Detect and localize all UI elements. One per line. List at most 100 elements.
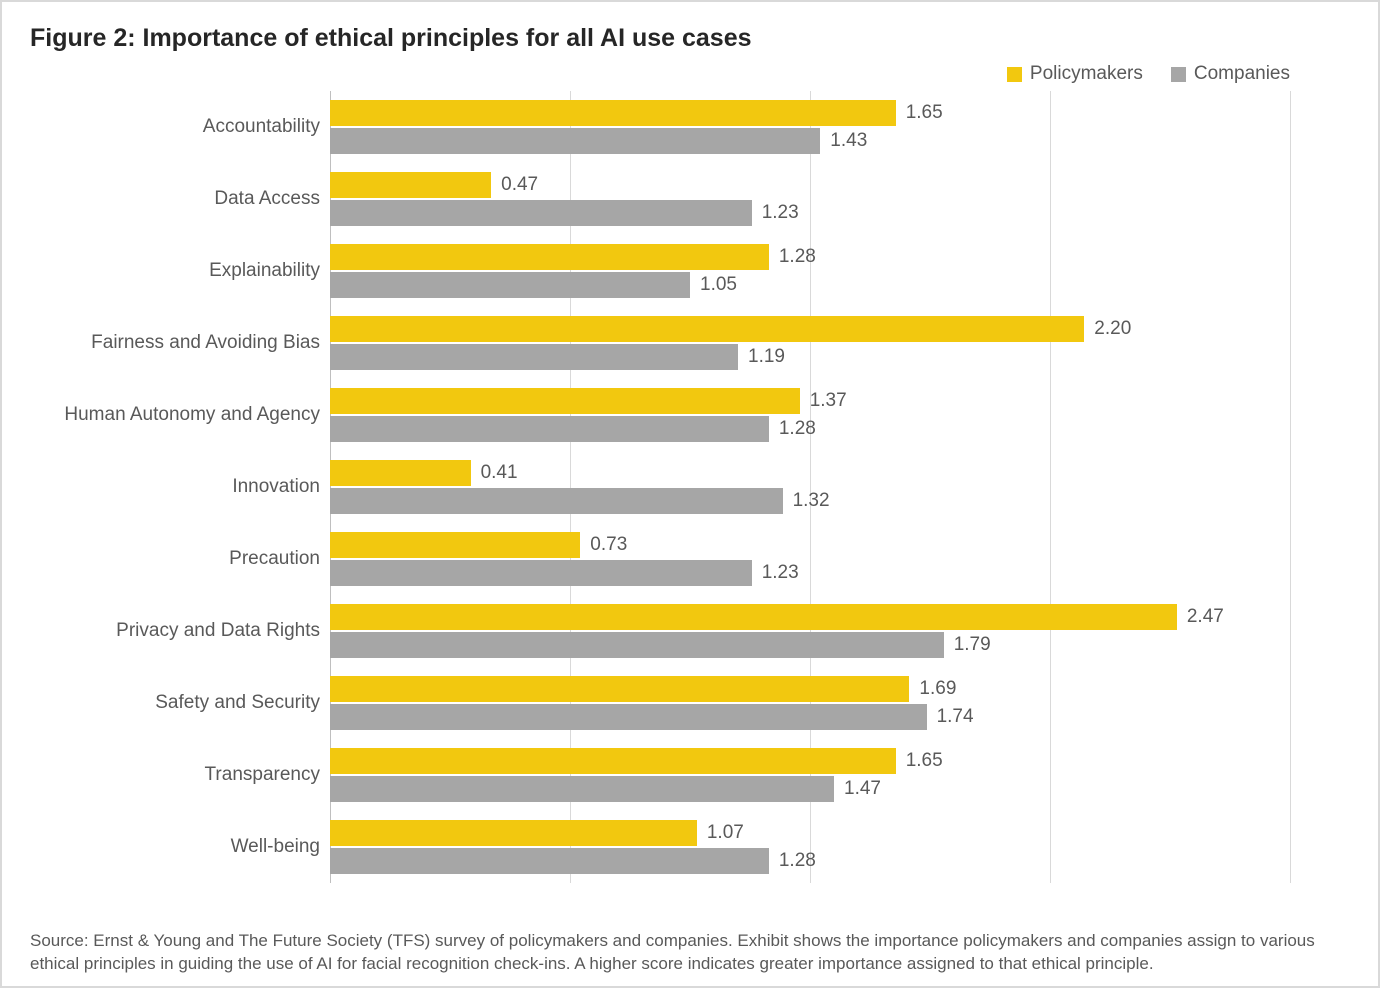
category-row: 0.47 1.23 [330,163,1350,235]
bar-wrap: 1.37 [330,388,1350,414]
bar-wrap: 0.47 [330,172,1350,198]
bar-wrap: 1.28 [330,848,1350,874]
bar-value-label: 2.47 [1177,606,1224,628]
bar-value-label: 1.23 [752,562,799,584]
bar-policymakers [330,172,491,198]
bar-companies [330,704,927,730]
chart-area: AccountabilityData AccessExplainabilityF… [30,91,1350,883]
bar-value-label: 2.20 [1084,318,1131,340]
bar-wrap: 1.23 [330,200,1350,226]
bar-wrap: 1.65 [330,100,1350,126]
y-axis-label: Transparency [30,739,320,811]
bar-wrap: 1.28 [330,416,1350,442]
figure-frame: Figure 2: Importance of ethical principl… [0,0,1380,988]
category-row: 0.41 1.32 [330,451,1350,523]
bar-companies [330,272,690,298]
bar-wrap: 0.73 [330,532,1350,558]
bar-wrap: 1.05 [330,272,1350,298]
category-row: 1.28 1.05 [330,235,1350,307]
bar-value-label: 1.28 [769,850,816,872]
bar-value-label: 1.65 [896,102,943,124]
category-row: 1.07 1.28 [330,811,1350,883]
bar-policymakers [330,676,909,702]
y-axis-labels: AccountabilityData AccessExplainabilityF… [30,91,330,883]
legend: Policymakers Companies [30,63,1350,85]
y-axis-label: Human Autonomy and Agency [30,379,320,451]
bar-companies [330,488,783,514]
y-axis-label: Fairness and Avoiding Bias [30,307,320,379]
bar-value-label: 1.23 [752,202,799,224]
bar-companies [330,128,820,154]
bar-companies [330,416,769,442]
bar-wrap: 1.79 [330,632,1350,658]
legend-item-companies: Companies [1171,63,1290,85]
bar-value-label: 0.73 [580,534,627,556]
y-axis-label: Innovation [30,451,320,523]
bar-policymakers [330,604,1177,630]
bar-wrap: 1.32 [330,488,1350,514]
bar-wrap: 1.19 [330,344,1350,370]
bar-wrap: 1.43 [330,128,1350,154]
bar-value-label: 1.05 [690,274,737,296]
y-axis-label: Accountability [30,91,320,163]
bar-value-label: 1.79 [944,634,991,656]
bar-value-label: 1.19 [738,346,785,368]
y-axis-label: Data Access [30,163,320,235]
bar-policymakers [330,316,1084,342]
category-row: 1.65 1.47 [330,739,1350,811]
source-caption: Source: Ernst & Young and The Future Soc… [30,930,1350,976]
bar-value-label: 1.32 [783,490,830,512]
bar-value-label: 0.47 [491,174,538,196]
bar-value-label: 1.07 [697,822,744,844]
bar-wrap: 2.47 [330,604,1350,630]
category-row: 1.69 1.74 [330,667,1350,739]
bar-value-label: 1.69 [909,678,956,700]
bar-policymakers [330,820,697,846]
y-axis-label: Explainability [30,235,320,307]
bar-value-label: 0.41 [471,462,518,484]
legend-item-policymakers: Policymakers [1007,63,1143,85]
bar-policymakers [330,388,800,414]
category-row: 1.37 1.28 [330,379,1350,451]
bar-wrap: 1.23 [330,560,1350,586]
bar-wrap: 2.20 [330,316,1350,342]
bar-policymakers [330,460,471,486]
bar-wrap: 1.65 [330,748,1350,774]
bar-companies [330,632,944,658]
bar-policymakers [330,244,769,270]
bar-value-label: 1.37 [800,390,847,412]
bar-companies [330,560,752,586]
legend-label-policymakers: Policymakers [1030,63,1143,85]
chart-title: Figure 2: Importance of ethical principl… [30,24,1350,53]
y-axis-label: Privacy and Data Rights [30,595,320,667]
category-row: 2.20 1.19 [330,307,1350,379]
bar-wrap: 1.28 [330,244,1350,270]
bar-rows: 1.65 1.43 0.47 1.23 1.28 1.05 2.20 1.19 1.37 1.28… [330,91,1350,883]
category-row: 2.47 1.79 [330,595,1350,667]
bar-policymakers [330,748,896,774]
legend-swatch-companies [1171,67,1186,82]
category-row: 0.73 1.23 [330,523,1350,595]
bar-companies [330,848,769,874]
bar-wrap: 1.74 [330,704,1350,730]
plot-area: 1.65 1.43 0.47 1.23 1.28 1.05 2.20 1.19 1.37 1.28… [330,91,1350,883]
bar-companies [330,200,752,226]
bar-policymakers [330,532,580,558]
category-row: 1.65 1.43 [330,91,1350,163]
bar-value-label: 1.74 [927,706,974,728]
bar-wrap: 1.07 [330,820,1350,846]
bar-wrap: 0.41 [330,460,1350,486]
bar-wrap: 1.69 [330,676,1350,702]
bar-policymakers [330,100,896,126]
bar-value-label: 1.47 [834,778,881,800]
bar-companies [330,776,834,802]
y-axis-label: Safety and Security [30,667,320,739]
bar-value-label: 1.28 [769,418,816,440]
y-axis-label: Well-being [30,811,320,883]
bar-wrap: 1.47 [330,776,1350,802]
bar-value-label: 1.28 [769,246,816,268]
bar-value-label: 1.43 [820,130,867,152]
legend-label-companies: Companies [1194,63,1290,85]
bar-value-label: 1.65 [896,750,943,772]
y-axis-label: Precaution [30,523,320,595]
